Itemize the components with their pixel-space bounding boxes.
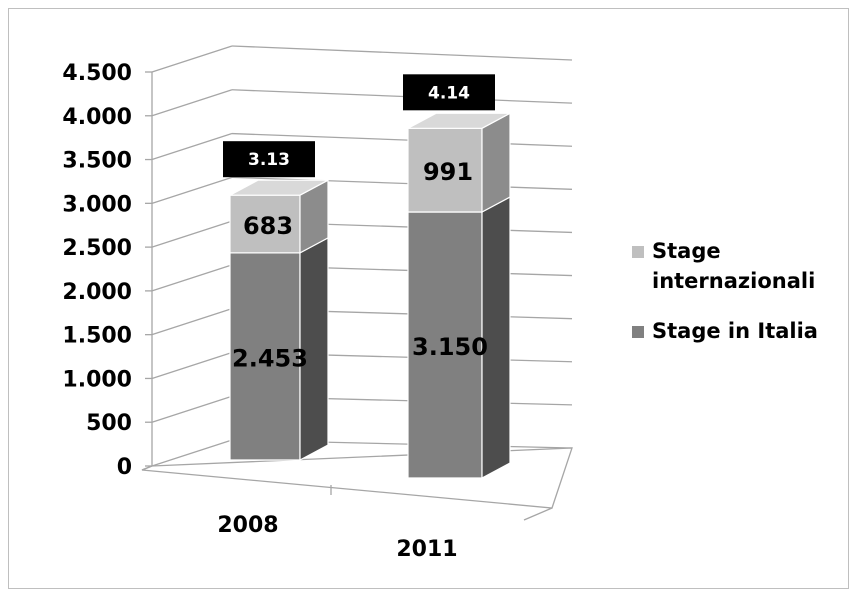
- bar-side: [481, 112, 511, 214]
- gridline: [231, 89, 573, 104]
- gridline-back: [151, 264, 233, 292]
- floor-corner: [523, 507, 553, 521]
- gridline-back: [151, 176, 233, 204]
- gridline-back: [151, 351, 233, 380]
- bar-top: [229, 179, 329, 196]
- gridline: [231, 176, 573, 190]
- y-tick-label: 4.500: [62, 61, 132, 86]
- total-label: 3.13: [248, 150, 290, 170]
- gridline-back: [151, 89, 233, 117]
- x-axis-categories: 2008 2011: [217, 513, 457, 562]
- legend-swatch: [632, 246, 644, 258]
- data-label: 3.150: [412, 333, 488, 361]
- y-tick-label: 2.000: [62, 280, 132, 305]
- gridline-back: [151, 395, 233, 423]
- gridline-back: [151, 308, 233, 336]
- gridline: [231, 132, 573, 147]
- y-tick-label: 1.000: [62, 367, 132, 392]
- total-label: 4.14: [428, 83, 470, 103]
- x-category-label: 2011: [396, 537, 457, 562]
- y-tick-label: 3.500: [62, 149, 132, 174]
- legend: Stage internazionali Stage in Italia: [632, 239, 818, 343]
- total-label-box: [403, 74, 495, 111]
- y-tick-label: 1.500: [62, 324, 132, 349]
- legend-label-line2: internazionali: [652, 269, 815, 293]
- floor-edge: [141, 465, 153, 471]
- y-tick-label: 3.000: [62, 192, 132, 217]
- data-label: 2.453: [232, 344, 308, 372]
- y-tick-label: 2.500: [62, 236, 132, 261]
- data-label: 683: [243, 212, 293, 240]
- gridline-back: [151, 132, 233, 161]
- gridline-back: [151, 220, 233, 248]
- y-tick-label: 0: [117, 455, 132, 480]
- gridline: [231, 45, 573, 61]
- legend-label: Stage in Italia: [652, 319, 818, 343]
- bars: 2.453 683 3.13 3.150 991 4.14: [223, 74, 511, 480]
- total-label-box: [223, 141, 315, 178]
- bar-top: [407, 112, 511, 129]
- legend-swatch: [632, 326, 644, 338]
- gridline-back: [151, 439, 233, 467]
- x-category-label: 2008: [217, 513, 278, 538]
- data-label: 991: [423, 158, 473, 186]
- gridline-back: [151, 45, 233, 73]
- y-tick-label: 500: [86, 411, 132, 436]
- y-axis-ticks: 0 500 1.000 1.500 2.000 2.500 3.000 3.500 4.000 4…: [62, 61, 132, 480]
- y-tick-label: 4.000: [62, 105, 132, 130]
- legend-label: Stage: [652, 239, 721, 263]
